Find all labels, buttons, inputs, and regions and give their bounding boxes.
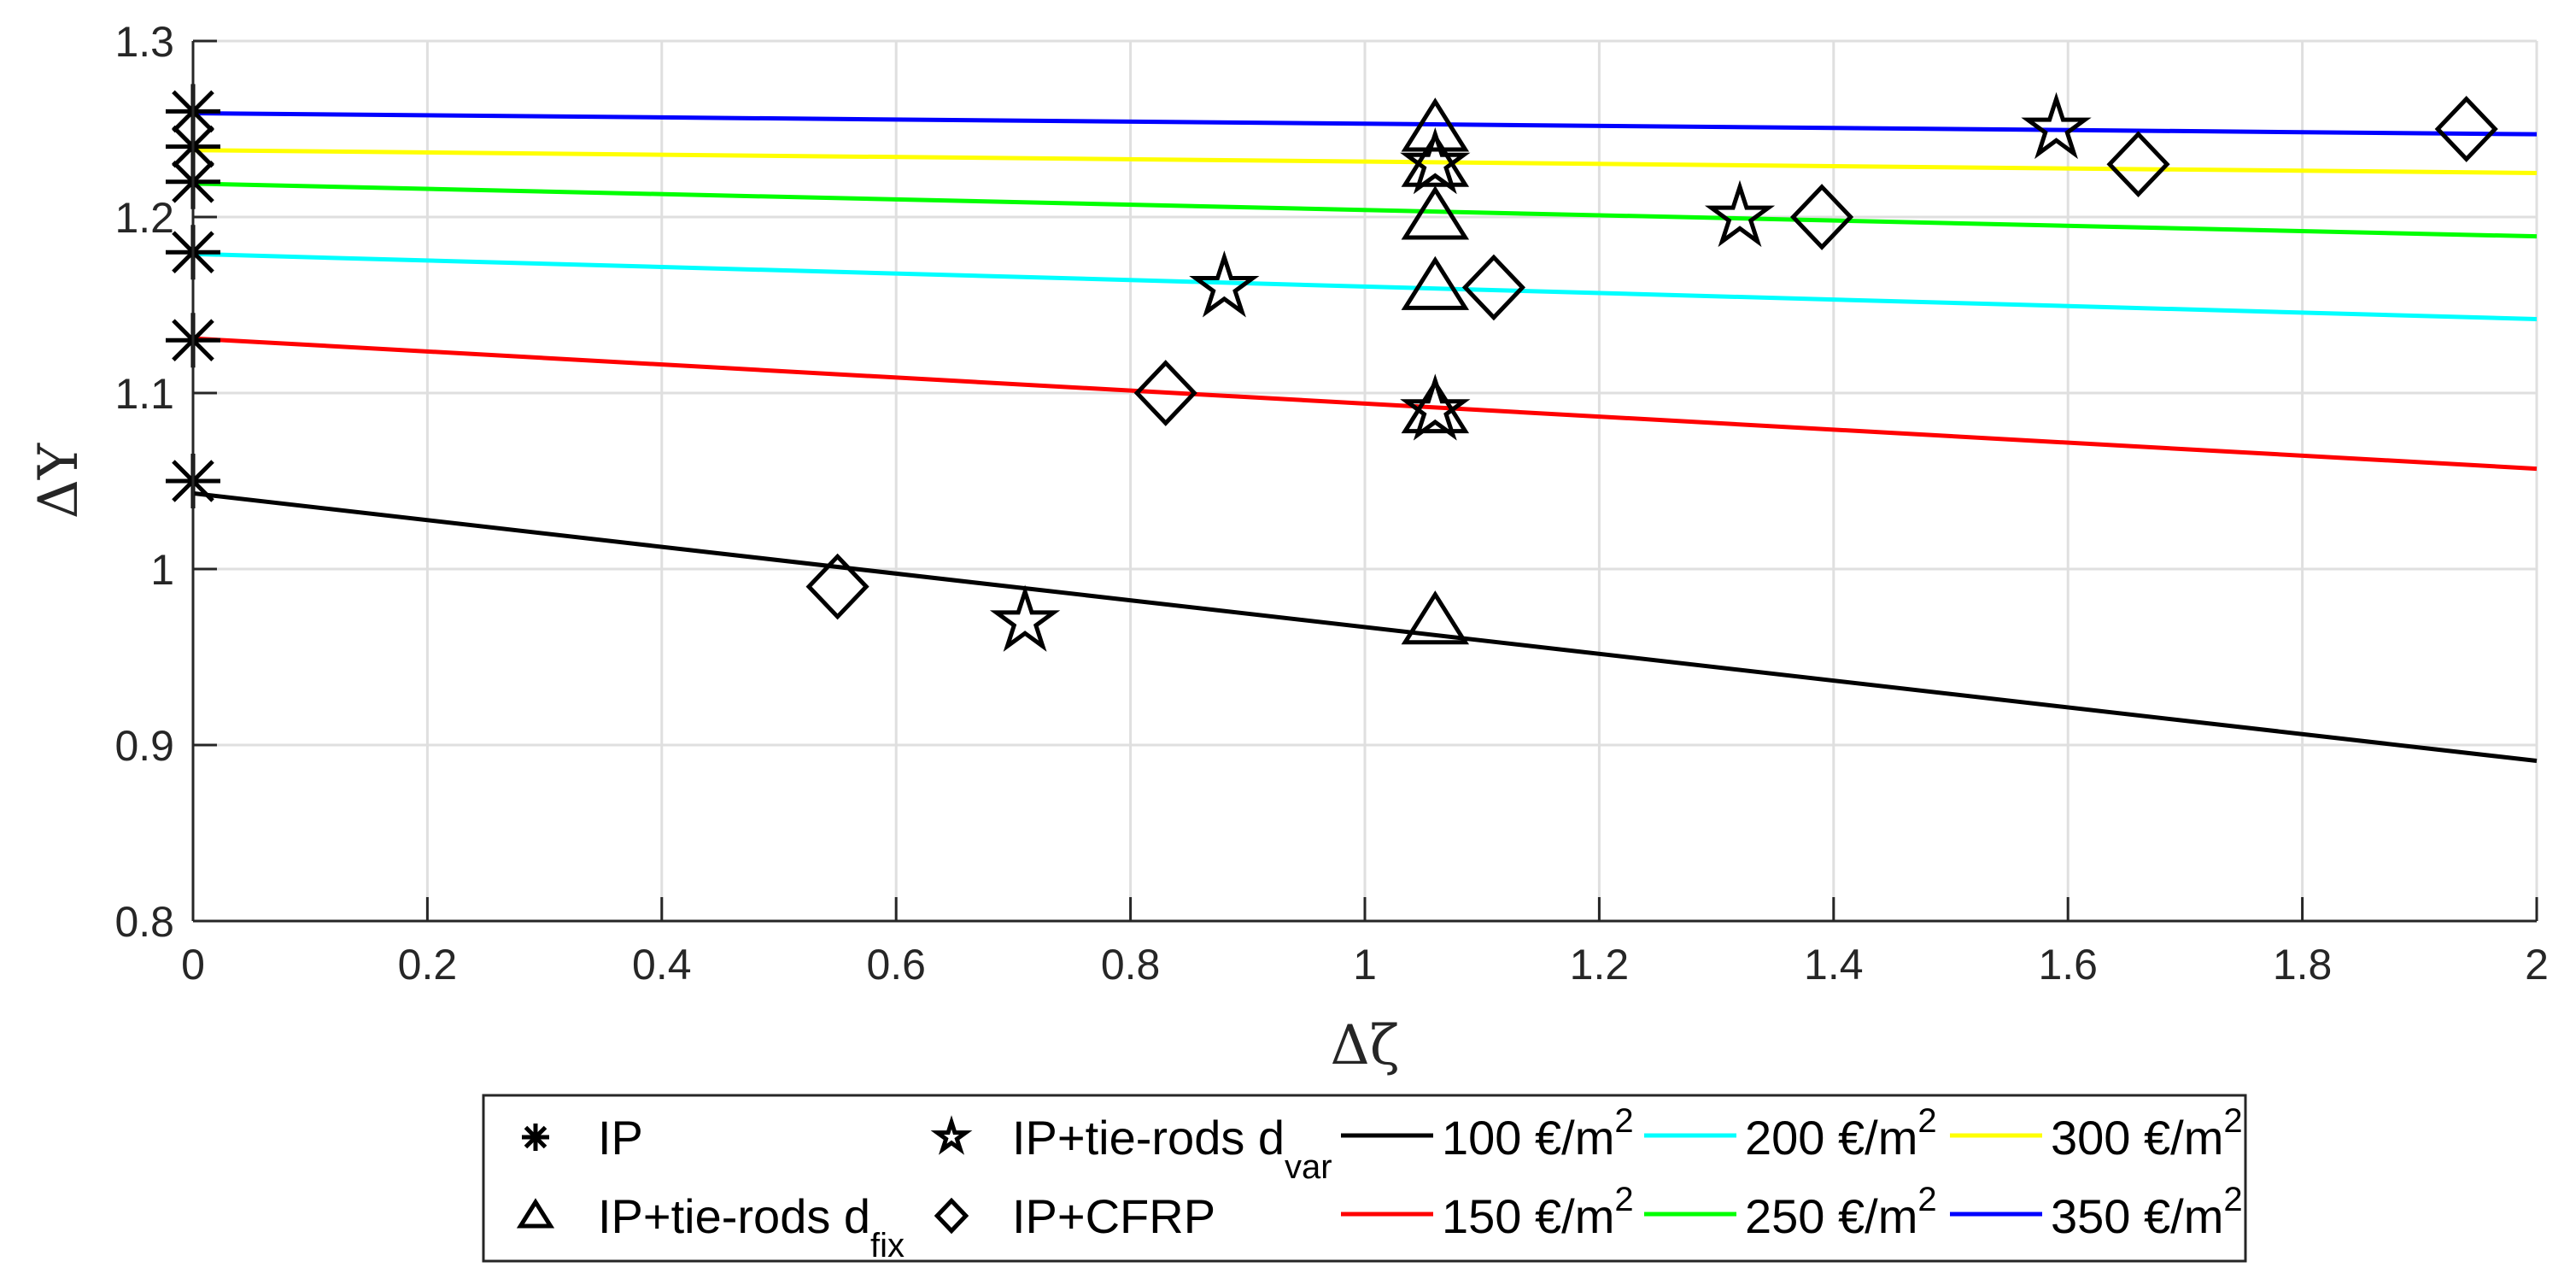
x-tick-label: 2 xyxy=(2525,941,2549,989)
pentagram-marker xyxy=(1400,373,1471,441)
x-tick-label: 0.2 xyxy=(398,941,458,989)
legend-label-text: IP+tie-rods d xyxy=(1012,1111,1285,1165)
x-tick-label: 1.6 xyxy=(2038,941,2098,989)
legend-label-text: 300 €/m xyxy=(2051,1111,2223,1165)
series-line xyxy=(192,110,2538,137)
legend-label: IP+tie-rods dvar xyxy=(1012,1111,1332,1186)
legend-label: IP+tie-rods dfix xyxy=(598,1189,905,1264)
pentagram-marker xyxy=(2021,91,2092,160)
legend-label-text: 250 €/m xyxy=(1745,1189,1917,1243)
marker-stroke xyxy=(524,1125,547,1149)
legend-superscript: 2 xyxy=(1917,1102,1936,1140)
diamond-marker xyxy=(1461,254,1525,321)
diamond-marker xyxy=(1133,360,1197,426)
legend-item: IP+tie-rods dfix xyxy=(516,1189,905,1264)
triangle-marker xyxy=(1401,378,1470,434)
legend-superscript: 2 xyxy=(2223,1102,2242,1140)
asterisk-marker xyxy=(522,1124,549,1151)
pentagram-marker xyxy=(989,584,1061,652)
y-tick-label: 0.8 xyxy=(114,898,174,946)
triangle-marker xyxy=(1401,97,1470,152)
legend-label-text: 200 €/m xyxy=(1745,1111,1917,1165)
legend-item: IP+tie-rods dvar xyxy=(930,1111,1332,1186)
legend-item: 150 €/m2 xyxy=(1341,1181,1634,1243)
series-line xyxy=(192,148,2538,175)
legend-label-text: 100 €/m xyxy=(1442,1111,1614,1165)
legend-label: 150 €/m2 xyxy=(1442,1181,1634,1243)
series-line xyxy=(192,336,2538,472)
y-axis-label: ΔΥ xyxy=(27,443,91,519)
legend-subscript: var xyxy=(1285,1148,1332,1186)
axes: 0 0.2 0.4 0.6 0.8 1 1.2 1.4 1.6 1.8 2 0.8 0.9 1 1.1 1.2… xyxy=(114,18,2548,989)
diamond-marker xyxy=(2434,96,2498,162)
series-line xyxy=(192,181,2538,239)
diamond-marker xyxy=(2106,131,2170,198)
x-tick-label: 1.2 xyxy=(1570,941,1630,989)
legend-item: 100 €/m2 xyxy=(1341,1102,1634,1165)
legend-superscript: 2 xyxy=(1917,1181,1936,1218)
legend-item: 300 €/m2 xyxy=(1950,1102,2243,1165)
legend-label: 250 €/m2 xyxy=(1745,1181,1937,1243)
x-tick-label: 1.8 xyxy=(2273,941,2333,989)
triangle-marker xyxy=(516,1198,555,1229)
legend-subscript: fix xyxy=(870,1227,905,1264)
x-tick-label: 0.6 xyxy=(866,941,926,989)
grid xyxy=(191,39,2538,923)
legend-item: IP xyxy=(522,1111,643,1165)
legend-superscript: 2 xyxy=(1614,1102,1633,1140)
diamond-marker xyxy=(934,1197,969,1235)
legend-item: 200 €/m2 xyxy=(1644,1102,1937,1165)
trend-lines xyxy=(192,110,2538,764)
triangle-marker xyxy=(1401,132,1470,187)
y-tick-label: 1.2 xyxy=(114,194,174,242)
y-tick-label: 1 xyxy=(150,546,174,594)
legend-box xyxy=(482,1094,2247,1263)
diamond-marker xyxy=(1790,184,1854,250)
x-tick-label: 1 xyxy=(1353,941,1377,989)
pentagram-marker xyxy=(1704,179,1776,248)
x-tick-label: 0.4 xyxy=(632,941,692,989)
diamond-marker xyxy=(805,553,869,620)
x-axis-label: Δζ xyxy=(1331,1014,1400,1077)
legend-superscript: 2 xyxy=(1614,1181,1633,1218)
legend-label-text: 350 €/m xyxy=(2051,1189,2223,1243)
legend-label: IP+CFRP xyxy=(1012,1189,1215,1243)
x-tick-label: 0.8 xyxy=(1101,941,1161,989)
pentagram-marker xyxy=(1400,126,1471,195)
legend-label-text: IP+CFRP xyxy=(1012,1189,1215,1243)
legend-label: 300 €/m2 xyxy=(2051,1102,2243,1165)
triangle-marker xyxy=(1401,185,1470,240)
series-line xyxy=(192,251,2538,321)
legend-label: 350 €/m2 xyxy=(2051,1181,2243,1243)
legend-label-text: IP xyxy=(598,1111,643,1165)
legend-label: 100 €/m2 xyxy=(1442,1102,1634,1165)
y-tick-label: 1.3 xyxy=(114,18,174,66)
triangle-marker xyxy=(1401,255,1470,310)
legend-item: 250 €/m2 xyxy=(1644,1181,1937,1243)
legend-label-text: IP+tie-rods d xyxy=(598,1189,870,1243)
legend-label: IP xyxy=(598,1111,643,1165)
legend-item: IP+CFRP xyxy=(934,1189,1215,1243)
x-tick-label: 0 xyxy=(181,941,205,989)
x-tick-label: 1.4 xyxy=(1804,941,1864,989)
y-tick-label: 1.1 xyxy=(114,370,174,418)
triangle-marker xyxy=(1401,590,1470,645)
series-line xyxy=(192,490,2538,764)
legend-label-text: 150 €/m xyxy=(1442,1189,1614,1243)
pentagram-marker xyxy=(930,1115,973,1155)
legend-label: 200 €/m2 xyxy=(1745,1102,1937,1165)
legend-superscript: 2 xyxy=(2223,1181,2242,1218)
pentagram-marker xyxy=(1189,250,1260,318)
y-tick-label: 0.9 xyxy=(114,722,174,770)
legend-item: 350 €/m2 xyxy=(1950,1181,2243,1243)
